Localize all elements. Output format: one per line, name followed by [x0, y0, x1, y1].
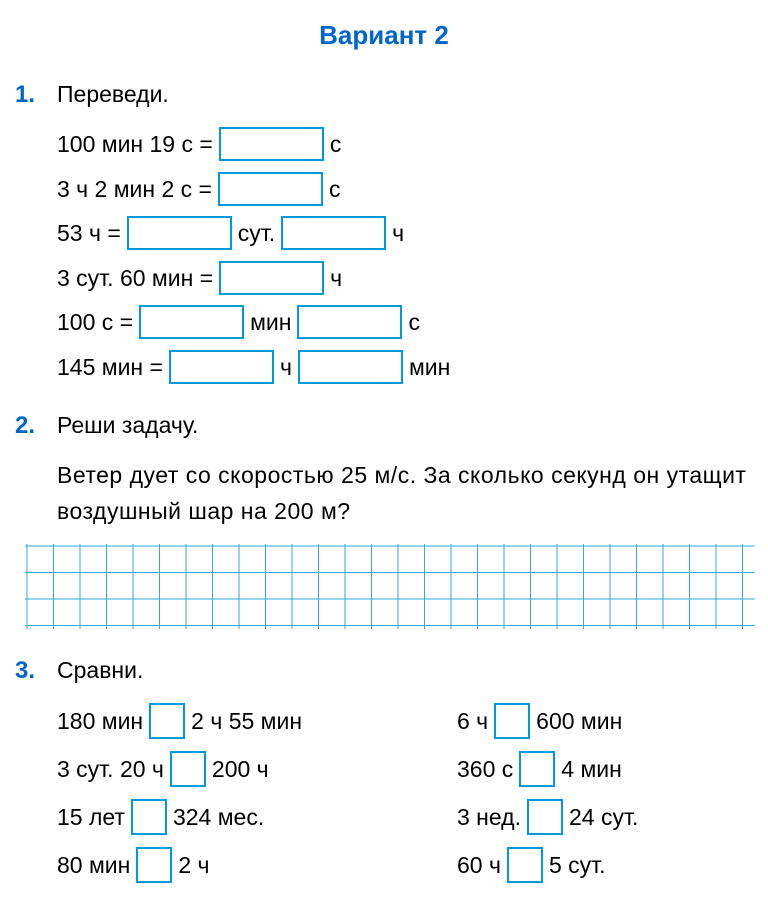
- text-fragment: 53 ч =: [57, 216, 121, 251]
- text-fragment: с: [330, 127, 342, 162]
- compare-row: 80 мин 2 ч: [57, 847, 457, 883]
- text-fragment: 100 мин 19 с =: [57, 127, 213, 162]
- compare-row: 360 с 4 мин: [457, 751, 753, 787]
- text-fragment: 3 ч 2 мин 2 с =: [57, 172, 212, 207]
- conversion-row: 3 сут. 60 мин = ч: [57, 261, 753, 296]
- text-fragment: с: [329, 172, 341, 207]
- compare-row: 15 лет 324 мес.: [57, 799, 457, 835]
- answer-grid[interactable]: [25, 544, 743, 629]
- conversion-row: 145 мин = ч мин: [57, 350, 753, 385]
- compare-left-value: 60 ч: [457, 852, 501, 879]
- conversion-row: 3 ч 2 мин 2 с = с: [57, 172, 753, 207]
- text-fragment: 3 сут. 60 мин =: [57, 261, 213, 296]
- compare-right-value: 2 ч 55 мин: [191, 708, 302, 735]
- problem-number: 1.: [15, 81, 57, 109]
- text-fragment: 100 с =: [57, 305, 133, 340]
- answer-box[interactable]: [169, 350, 274, 384]
- problem-3: 3. Сравни. 180 мин 2 ч 55 мин 3 сут. 20 ч 2…: [15, 657, 753, 895]
- answer-box[interactable]: [127, 216, 232, 250]
- compare-box[interactable]: [149, 703, 185, 739]
- problem-header: 2. Реши задачу.: [15, 412, 753, 440]
- conversion-row: 53 ч = сут. ч: [57, 216, 753, 251]
- compare-box[interactable]: [507, 847, 543, 883]
- compare-row: 60 ч 5 сут.: [457, 847, 753, 883]
- text-fragment: сут.: [238, 216, 275, 251]
- problem-1: 1. Переведи. 100 мин 19 с = с3 ч 2 мин 2…: [15, 81, 753, 384]
- problem-number: 2.: [15, 412, 57, 440]
- problem-prompt: Реши задачу.: [57, 412, 198, 439]
- compare-right-value: 5 сут.: [549, 852, 606, 879]
- answer-box[interactable]: [219, 261, 324, 295]
- text-fragment: мин: [409, 350, 450, 385]
- compare-row: 3 нед. 24 сут.: [457, 799, 753, 835]
- problem-prompt: Переведи.: [57, 81, 169, 108]
- text-fragment: ч: [392, 216, 404, 251]
- text-fragment: ч: [330, 261, 342, 296]
- compare-right-value: 2 ч: [178, 852, 209, 879]
- compare-row: 6 ч 600 мин: [457, 703, 753, 739]
- grid-svg: [25, 544, 755, 629]
- compare-row: 180 мин 2 ч 55 мин: [57, 703, 457, 739]
- compare-right-value: 600 мин: [536, 708, 622, 735]
- compare-right-value: 24 сут.: [569, 804, 638, 831]
- problem-header: 1. Переведи.: [15, 81, 753, 109]
- problem-number: 3.: [15, 657, 57, 685]
- compare-box[interactable]: [170, 751, 206, 787]
- problem-1-content: 100 мин 19 с = с3 ч 2 мин 2 с = с53 ч = …: [57, 127, 753, 384]
- text-fragment: мин: [250, 305, 291, 340]
- compare-columns: 180 мин 2 ч 55 мин 3 сут. 20 ч 200 ч 15 лет 3…: [57, 703, 753, 895]
- compare-right-value: 324 мес.: [173, 804, 264, 831]
- answer-box[interactable]: [139, 305, 244, 339]
- answer-box[interactable]: [281, 216, 386, 250]
- text-fragment: ч: [280, 350, 292, 385]
- answer-box[interactable]: [219, 127, 324, 161]
- answer-box[interactable]: [297, 305, 402, 339]
- compare-row: 3 сут. 20 ч 200 ч: [57, 751, 457, 787]
- compare-left-value: 3 нед.: [457, 804, 521, 831]
- compare-right-value: 4 мин: [561, 756, 622, 783]
- compare-left-value: 15 лет: [57, 804, 125, 831]
- compare-box[interactable]: [494, 703, 530, 739]
- conversion-row: 100 с = мин с: [57, 305, 753, 340]
- compare-right-column: 6 ч 600 мин 360 с 4 мин 3 нед. 24 сут. 60 ч 5 с…: [457, 703, 753, 895]
- conversion-row: 100 мин 19 с = с: [57, 127, 753, 162]
- text-fragment: 145 мин =: [57, 350, 163, 385]
- compare-box[interactable]: [136, 847, 172, 883]
- answer-box[interactable]: [298, 350, 403, 384]
- compare-box[interactable]: [519, 751, 555, 787]
- compare-left-value: 3 сут. 20 ч: [57, 756, 164, 783]
- compare-left-value: 6 ч: [457, 708, 488, 735]
- text-fragment: с: [408, 305, 420, 340]
- problem-header: 3. Сравни.: [15, 657, 753, 685]
- compare-box[interactable]: [131, 799, 167, 835]
- compare-left-column: 180 мин 2 ч 55 мин 3 сут. 20 ч 200 ч 15 лет 3…: [57, 703, 457, 895]
- compare-left-value: 180 мин: [57, 708, 143, 735]
- compare-left-value: 360 с: [457, 756, 513, 783]
- problem-prompt: Сравни.: [57, 657, 143, 684]
- answer-box[interactable]: [218, 172, 323, 206]
- compare-left-value: 80 мин: [57, 852, 130, 879]
- compare-right-value: 200 ч: [212, 756, 269, 783]
- compare-box[interactable]: [527, 799, 563, 835]
- problem-2-text: Ветер дует со скоростью 25 м/с. За сколь…: [57, 458, 753, 529]
- page-title: Вариант 2: [15, 20, 753, 51]
- problem-2: 2. Реши задачу. Ветер дует со скоростью …: [15, 412, 753, 629]
